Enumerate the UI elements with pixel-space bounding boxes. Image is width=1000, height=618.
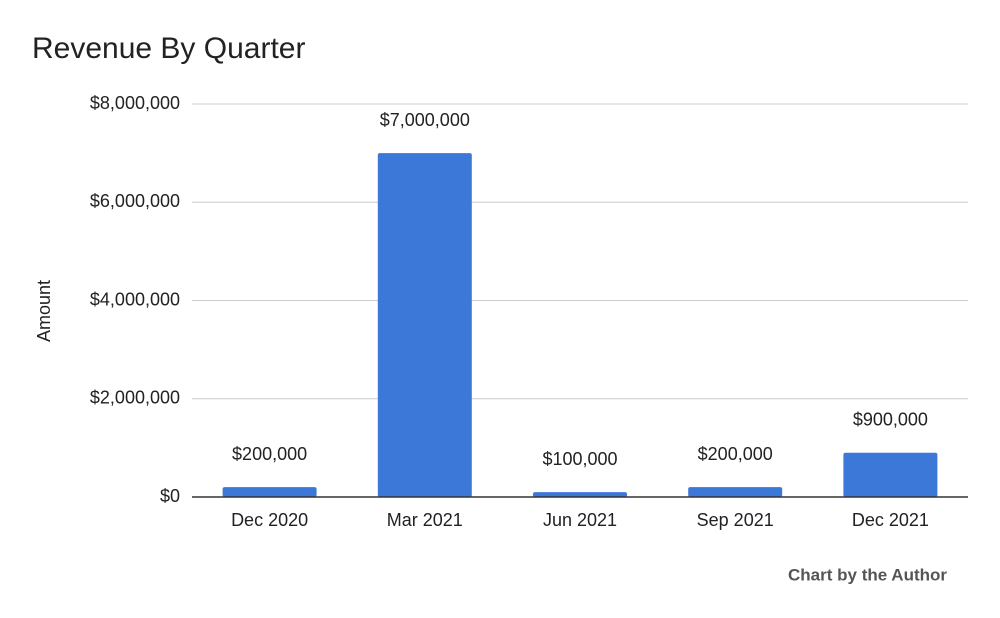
x-tick-label: Sep 2021 <box>697 510 774 530</box>
value-label: $900,000 <box>853 410 928 430</box>
bar <box>377 153 472 497</box>
y-axis-label: Amount <box>34 280 54 342</box>
y-tick-label: $2,000,000 <box>90 388 180 408</box>
y-tick-label: $6,000,000 <box>90 191 180 211</box>
x-tick-label: Jun 2021 <box>543 510 617 530</box>
bar <box>843 452 938 497</box>
value-label: $200,000 <box>232 444 307 464</box>
footnote: Chart by the Author <box>788 565 947 584</box>
value-label: $7,000,000 <box>380 110 470 130</box>
y-tick-label: $0 <box>160 486 180 506</box>
chart-title: Revenue By Quarter <box>32 32 305 65</box>
y-tick-label: $8,000,000 <box>90 93 180 113</box>
y-tick-label: $4,000,000 <box>90 289 180 309</box>
bar <box>688 487 783 497</box>
bar <box>533 492 627 497</box>
value-label: $100,000 <box>542 449 617 469</box>
x-tick-label: Dec 2020 <box>231 510 308 530</box>
x-tick-label: Mar 2021 <box>387 510 463 530</box>
value-label: $200,000 <box>698 444 773 464</box>
x-tick-label: Dec 2021 <box>852 510 929 530</box>
bar <box>222 487 317 497</box>
